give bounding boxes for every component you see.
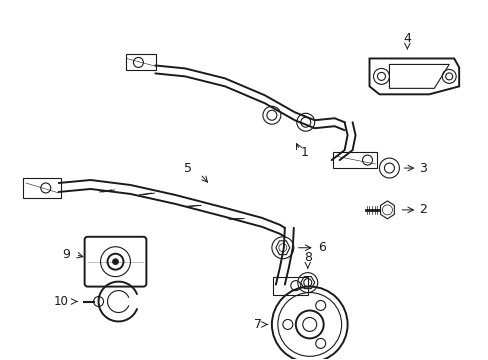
Text: 5: 5 [184, 162, 192, 175]
Text: 9: 9 [61, 248, 69, 261]
Text: 2: 2 [419, 203, 427, 216]
Text: 4: 4 [403, 32, 410, 45]
Circle shape [112, 259, 118, 265]
Text: 7: 7 [253, 318, 262, 331]
Text: 10: 10 [53, 295, 68, 308]
Text: 3: 3 [419, 162, 427, 175]
Text: 8: 8 [303, 251, 311, 264]
Text: 1: 1 [300, 145, 308, 159]
Text: 6: 6 [317, 241, 325, 254]
